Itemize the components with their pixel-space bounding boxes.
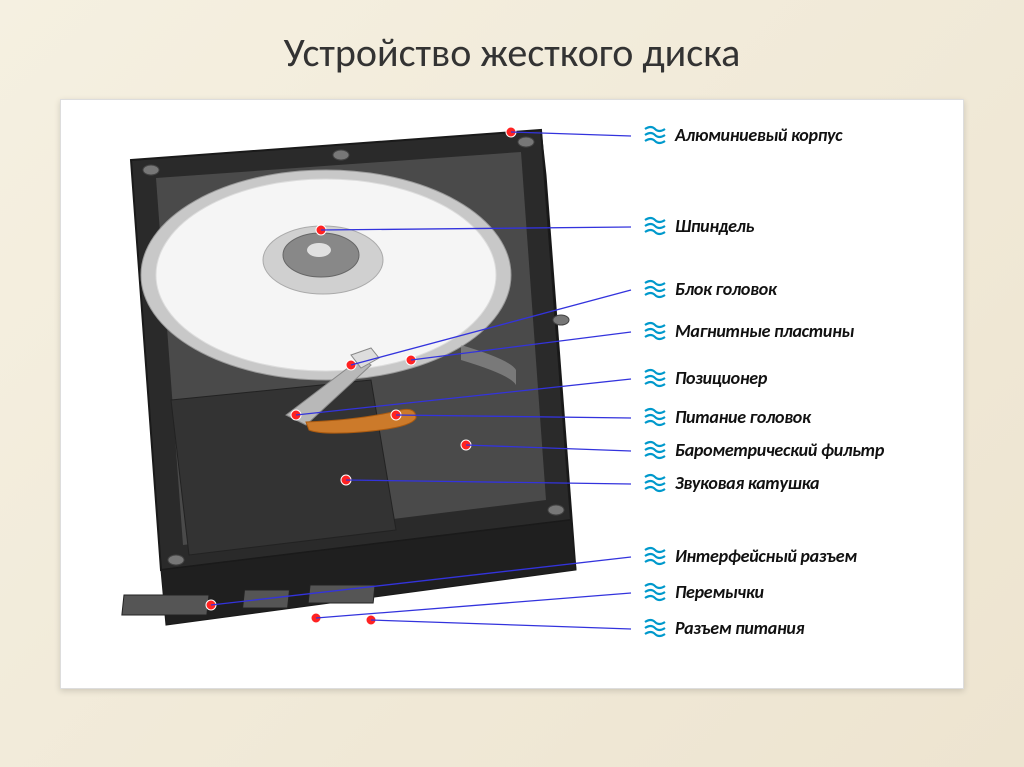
wave-icon (643, 321, 667, 341)
component-label: Алюминиевый корпус (643, 124, 842, 146)
wave-icon (643, 368, 667, 388)
component-label: Магнитные пластины (643, 320, 854, 342)
component-label: Позиционер (643, 367, 767, 389)
label-text: Интерфейсный разъем (675, 545, 857, 567)
label-text: Шпиндель (675, 215, 754, 237)
component-label: Интерфейсный разъем (643, 545, 857, 567)
component-label: Блок головок (643, 278, 777, 300)
label-text: Позиционер (675, 367, 767, 389)
wave-icon (643, 216, 667, 236)
wave-icon (643, 279, 667, 299)
wave-icon (643, 618, 667, 638)
component-label: Звуковая катушка (643, 472, 819, 494)
component-label: Шпиндель (643, 215, 754, 237)
label-text: Барометрический фильтр (675, 439, 884, 461)
wave-icon (643, 440, 667, 460)
label-text: Перемычки (675, 581, 764, 603)
component-label: Барометрический фильтр (643, 439, 884, 461)
component-label: Разъем питания (643, 617, 804, 639)
wave-icon (643, 546, 667, 566)
label-text: Разъем питания (675, 617, 804, 639)
component-label: Перемычки (643, 581, 764, 603)
label-text: Питание головок (675, 406, 811, 428)
wave-icon (643, 125, 667, 145)
wave-icon (643, 582, 667, 602)
wave-icon (643, 407, 667, 427)
label-text: Алюминиевый корпус (675, 124, 842, 146)
page-title: Устройство жесткого диска (0, 0, 1024, 99)
component-label: Питание головок (643, 406, 811, 428)
hdd-illustration (61, 100, 641, 680)
label-text: Блок головок (675, 278, 777, 300)
diagram-container: Алюминиевый корпус Шпиндель Блок головок Ма… (60, 99, 964, 689)
wave-icon (643, 473, 667, 493)
label-text: Магнитные пластины (675, 320, 854, 342)
label-text: Звуковая катушка (675, 472, 819, 494)
